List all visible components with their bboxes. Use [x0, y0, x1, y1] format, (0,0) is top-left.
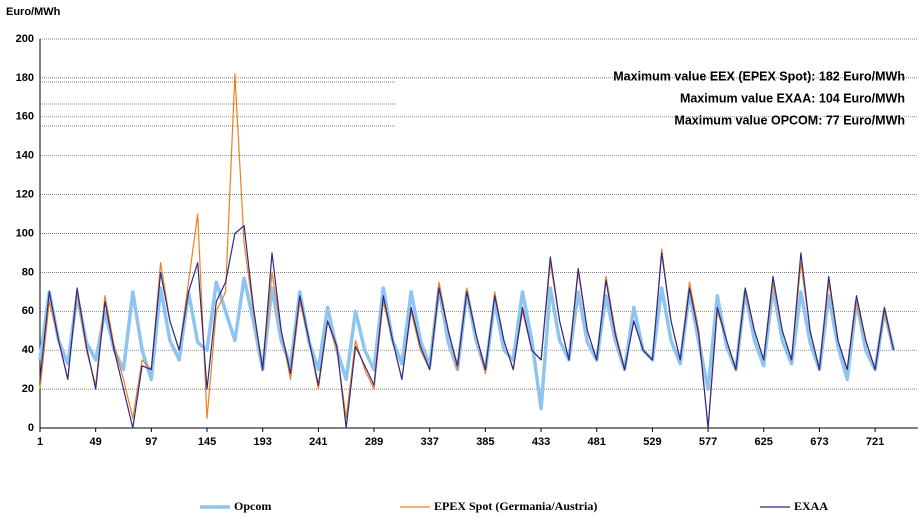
y-tick-label: 20 [22, 383, 34, 395]
legend-label: EXAA [794, 499, 828, 513]
x-tick-label: 49 [90, 436, 102, 448]
x-tick-label: 385 [476, 436, 494, 448]
x-tick-label: 97 [145, 436, 157, 448]
y-tick-label: 140 [16, 150, 34, 162]
legend-label: Opcom [234, 499, 271, 513]
series-line [39, 225, 895, 429]
x-tick-label: 145 [198, 436, 216, 448]
y-tick-label: 60 [22, 305, 34, 317]
x-tick-label: 625 [755, 436, 773, 448]
y-tick-label: 180 [16, 72, 34, 84]
annotation: Maximum value EEX (EPEX Spot): 182 Euro/… [613, 69, 905, 83]
y-tick-label: 120 [16, 189, 34, 201]
x-tick-label: 529 [643, 436, 661, 448]
x-tick-label: 193 [254, 436, 272, 448]
x-tick-label: 433 [532, 436, 550, 448]
legend: Opcom EPEX Spot (Germania/Austria) EXAA [200, 499, 828, 513]
y-tick-label: 200 [16, 33, 34, 45]
x-tick-label: 721 [866, 436, 884, 448]
y-tick-label: 40 [22, 344, 34, 356]
x-tick-label: 241 [309, 436, 327, 448]
y-tick-label: 80 [22, 266, 34, 278]
legend-label: EPEX Spot (Germania/Austria) [434, 499, 597, 513]
x-tick-label: 1 [37, 436, 43, 448]
y-tick-label: 100 [16, 227, 34, 239]
x-tick-label: 289 [365, 436, 383, 448]
x-tick-label: 337 [421, 436, 439, 448]
x-tick-label: 673 [810, 436, 828, 448]
x-tick-label: 481 [588, 436, 606, 448]
y-tick-label: 160 [16, 111, 34, 123]
annotation: Maximum value OPCOM: 77 Euro/MWh [674, 113, 905, 127]
y-tick-label: 0 [28, 422, 34, 434]
x-tick-label: 577 [699, 436, 717, 448]
y-axis-label: Euro/MWh [6, 6, 61, 18]
annotation: Maximum value EXAA: 104 Euro/MWh [680, 91, 905, 105]
